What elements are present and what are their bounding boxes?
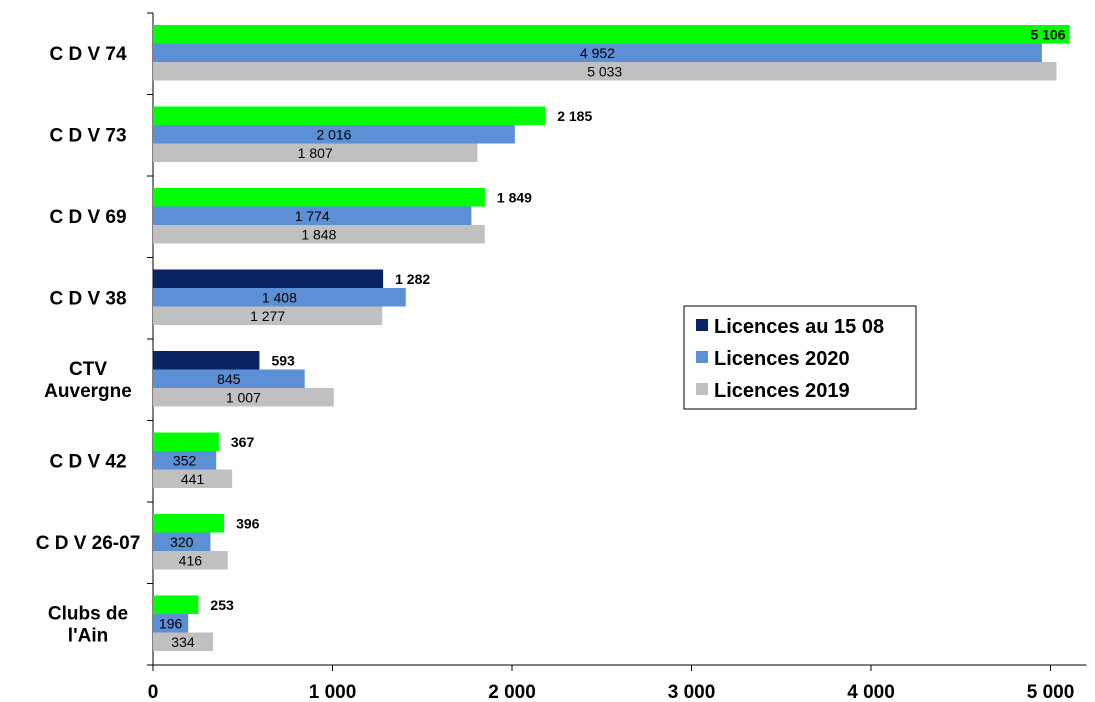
- data-label: 1 277: [250, 308, 285, 324]
- data-label: 396: [236, 515, 260, 531]
- bar-licences-2019: [153, 632, 213, 651]
- data-label: 416: [179, 552, 203, 568]
- data-label: 1 282: [395, 271, 430, 287]
- data-label: 334: [171, 634, 195, 650]
- legend-swatch: [696, 383, 708, 395]
- data-label: 1 807: [298, 145, 333, 161]
- data-label: 367: [231, 434, 255, 450]
- category-label: C D V 74: [49, 44, 127, 65]
- bar-licences-2019: [153, 62, 1057, 81]
- data-label: 196: [159, 615, 183, 631]
- bar-licences-2020: [153, 614, 189, 633]
- bar-licences-au-15-08: [153, 188, 485, 207]
- bar-licences-au-15-08: [153, 106, 546, 125]
- bar-licences-au-15-08: [153, 514, 225, 533]
- bar-licences-2019: [153, 551, 228, 570]
- bar-licences-2019: [153, 469, 233, 488]
- data-label: 320: [170, 534, 194, 550]
- data-label: 1 408: [262, 289, 297, 305]
- category-label: C D V 38: [49, 288, 126, 309]
- bar-licences-2020: [153, 369, 305, 388]
- bar-licences-au-15-08: [153, 25, 1070, 44]
- data-label: 593: [271, 352, 295, 368]
- data-label: 4 952: [580, 45, 615, 61]
- data-label: 1 849: [497, 189, 532, 205]
- legend-entry: Licences 2019: [714, 380, 850, 402]
- bar-licences-au-15-08: [153, 595, 199, 614]
- bar-licences-2020: [153, 532, 211, 551]
- bar-licences-au-15-08: [153, 432, 219, 451]
- bar-licences-2019: [153, 388, 334, 407]
- bar-licences-2020: [153, 206, 472, 225]
- data-label: 2 016: [316, 126, 351, 142]
- category-label: l'Ain: [68, 625, 108, 646]
- category-label: C D V 26-07: [36, 533, 141, 554]
- data-label: 2 185: [557, 108, 592, 124]
- category-label: Clubs de: [48, 603, 128, 624]
- bar-licences-2019: [153, 306, 383, 325]
- data-label: 1 848: [301, 226, 336, 242]
- legend-entry: Licences au 15 08: [714, 316, 884, 338]
- bar-licences-au-15-08: [153, 269, 384, 288]
- data-label: 253: [210, 597, 234, 613]
- data-label: 441: [181, 471, 205, 487]
- bar-licences-2020: [153, 288, 406, 307]
- data-label: 5 033: [587, 63, 622, 79]
- legend-swatch: [696, 351, 708, 363]
- bar-licences-2019: [153, 143, 478, 162]
- category-label: Auvergne: [44, 381, 132, 402]
- x-tick-label: 2 000: [488, 682, 536, 702]
- x-tick-label: 4 000: [847, 682, 895, 702]
- data-label: 5 106: [1030, 26, 1065, 42]
- legend-swatch: [696, 319, 708, 331]
- data-label: 1 007: [226, 389, 261, 405]
- bar-licences-au-15-08: [153, 351, 260, 370]
- category-label: CTV: [69, 359, 107, 380]
- x-tick-label: 0: [148, 682, 159, 702]
- x-tick-label: 5 000: [1027, 682, 1075, 702]
- bar-licences-2019: [153, 225, 485, 244]
- category-label: C D V 69: [49, 207, 126, 228]
- x-tick-label: 1 000: [309, 682, 357, 702]
- data-label: 352: [173, 452, 197, 468]
- x-tick-label: 3 000: [668, 682, 716, 702]
- category-label: C D V 42: [49, 451, 126, 472]
- bar-licences-2020: [153, 125, 515, 144]
- bar-licences-2020: [153, 43, 1042, 62]
- legend-box: [683, 305, 917, 410]
- category-label: C D V 73: [49, 125, 126, 146]
- legend-entry: Licences 2020: [714, 348, 850, 370]
- bar-licences-2020: [153, 451, 217, 470]
- data-label: 1 774: [295, 208, 330, 224]
- data-label: 845: [217, 371, 241, 387]
